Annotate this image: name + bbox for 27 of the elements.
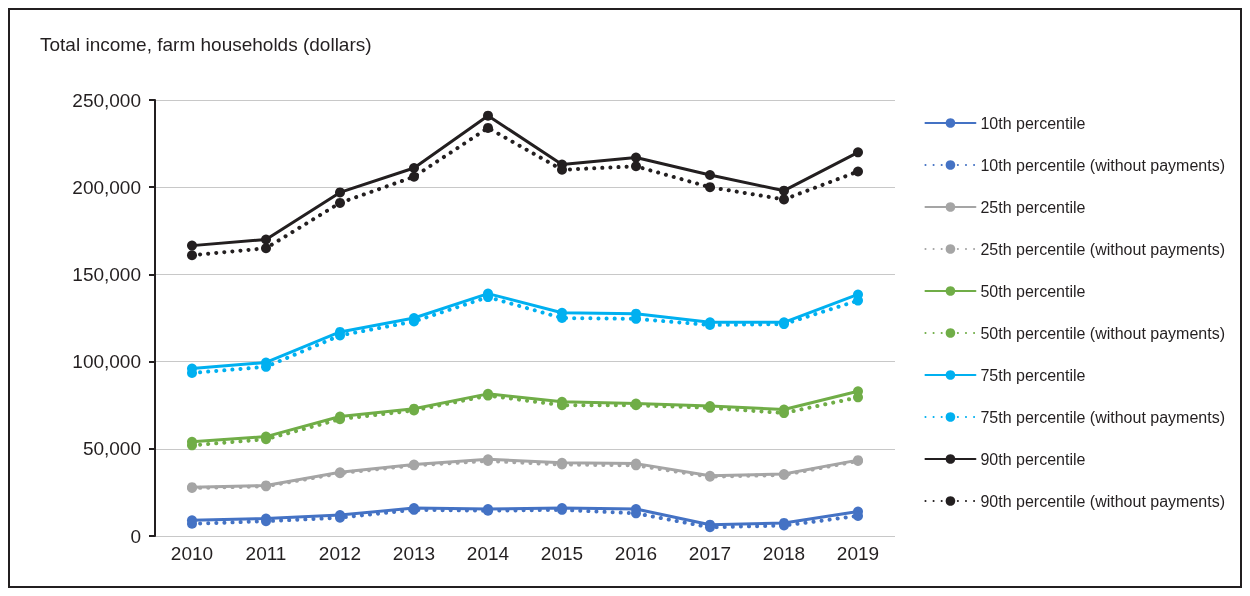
y-tick-label: 150,000 [72,263,141,285]
x-tick-label: 2019 [836,543,880,564]
y-axis-title: Total income, farm households (dollars) [40,34,372,55]
x-tick-label: 2016 [614,543,658,564]
x-tick-label: 2014 [466,543,510,564]
legend-label: 75th percentile [980,366,1086,384]
y-tick-label: 100,000 [72,351,141,373]
x-tick-label: 2018 [762,543,806,564]
x-tick-label: 2011 [245,543,287,564]
legend-label: 90th percentile (without payments) [980,492,1226,510]
x-tick-label: 2013 [392,543,436,564]
legend-label: 10th percentile [980,114,1086,132]
legend-label: 75th percentile (without payments) [980,408,1226,426]
x-tick-label: 2017 [688,543,732,564]
legend-label: 10th percentile (without payments) [980,156,1226,174]
legend-label: 90th percentile [980,450,1086,468]
y-tick-label: 50,000 [82,438,141,460]
legend-label: 25th percentile (without payments) [980,240,1226,258]
x-tick-label: 2015 [540,543,584,564]
y-tick-label: 250,000 [72,89,141,111]
legend-label: 50th percentile [980,282,1086,300]
x-tick-label: 2010 [170,543,214,564]
y-tick-label: 200,000 [72,176,141,198]
legend-label: 25th percentile [980,198,1086,216]
legend-label: 50th percentile (without payments) [980,324,1226,342]
y-tick-label: 0 [130,525,141,547]
x-tick-label: 2012 [318,543,362,564]
